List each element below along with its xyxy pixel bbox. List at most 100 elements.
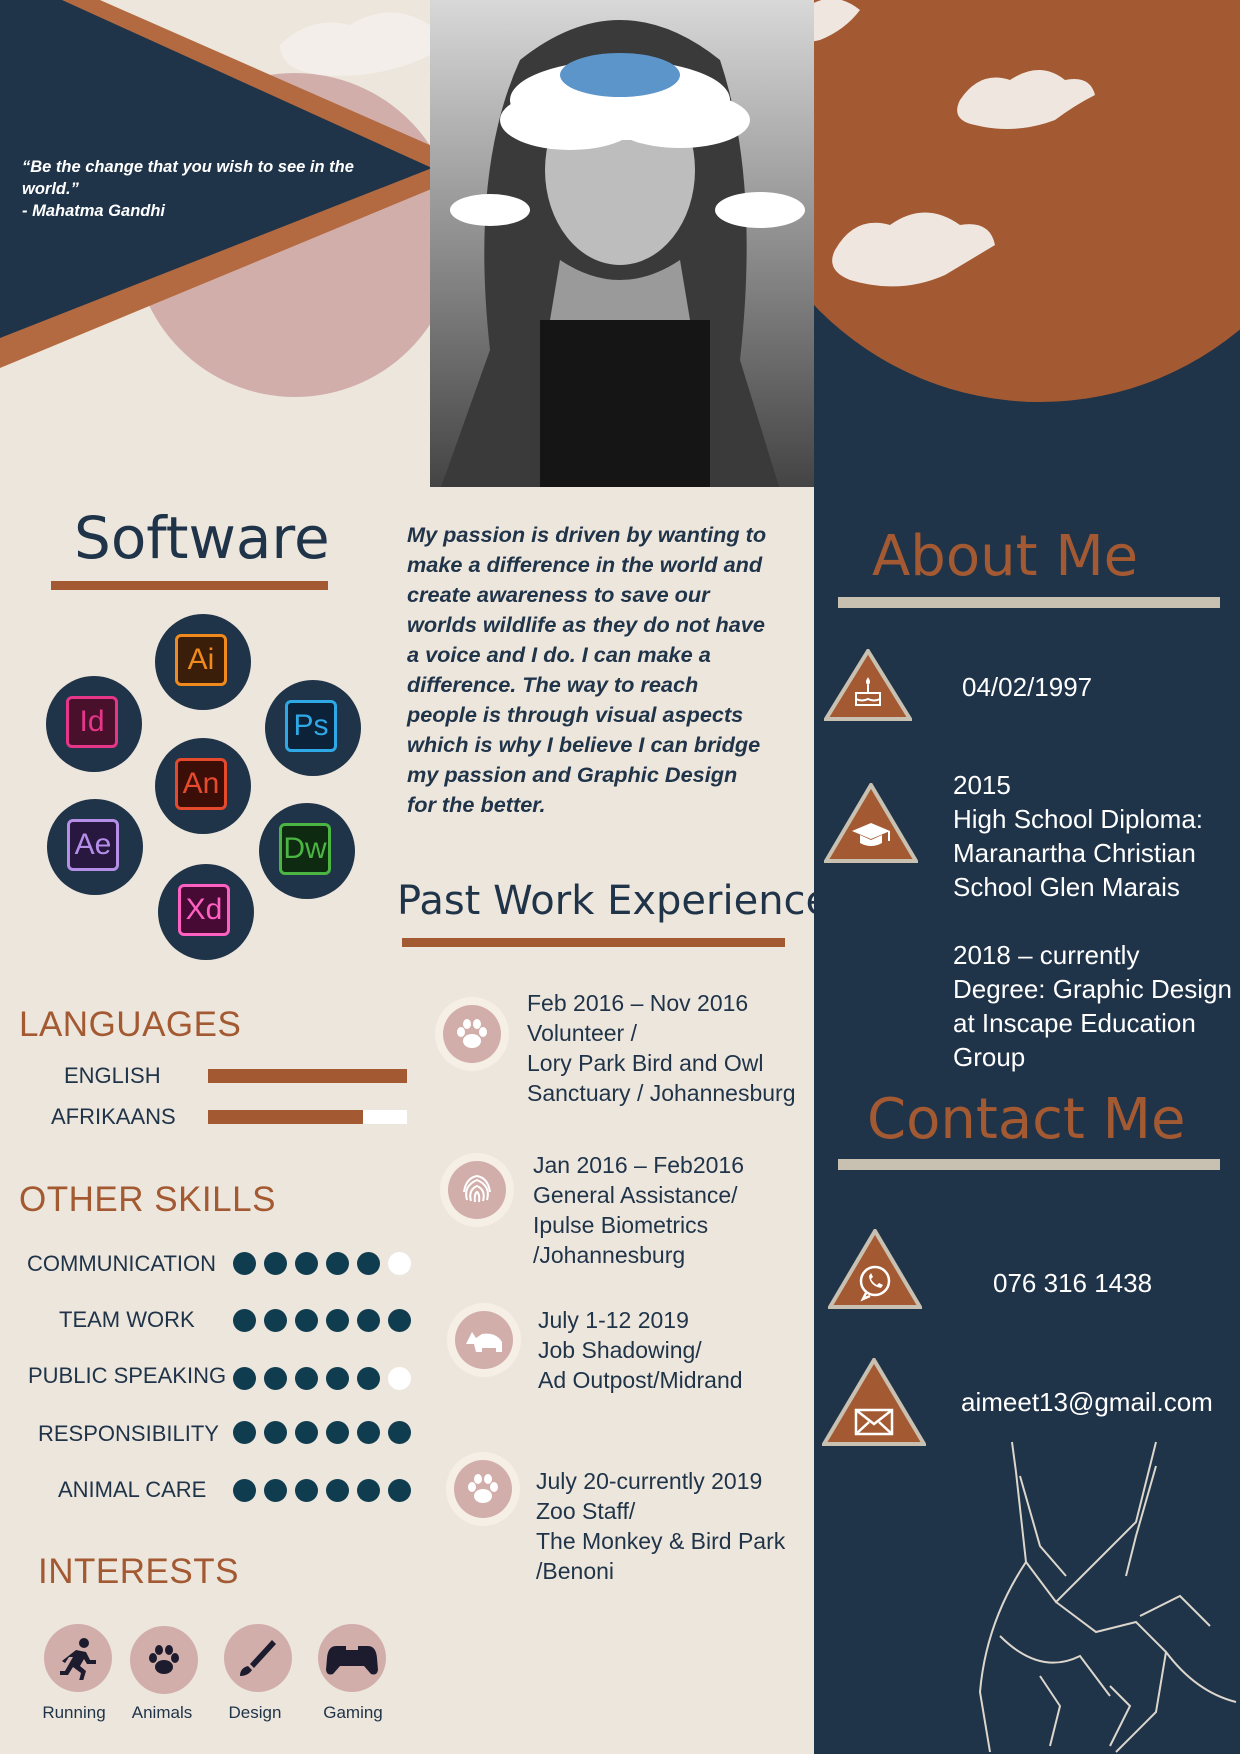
interest-badge — [224, 1624, 292, 1692]
graduation-cap-icon — [852, 823, 890, 846]
rating-dot — [326, 1421, 349, 1444]
xd-badge: Xd — [158, 864, 254, 960]
cake-icon — [855, 677, 881, 706]
rating-dot — [233, 1252, 256, 1275]
rating-dot — [233, 1309, 256, 1332]
interest-badge — [318, 1624, 386, 1692]
interest-label: Gaming — [323, 1703, 383, 1722]
education-line: Degree: Graphic Design — [953, 974, 1232, 1004]
after-effects-icon: Ae — [67, 819, 119, 871]
rating-dot — [357, 1479, 380, 1502]
job-line: July 1-12 2019 — [538, 1307, 689, 1333]
rating-dot — [233, 1421, 256, 1444]
education-line: at Inscape Education — [953, 1008, 1196, 1038]
quote-author: - Mahatma Gandhi — [22, 202, 166, 220]
portrait-photo — [430, 0, 814, 487]
passion-line: my passion and Graphic Design — [407, 762, 738, 787]
xd-icon: Xd — [178, 884, 230, 936]
header-graphics — [0, 0, 1240, 402]
language-bar-fill — [208, 1069, 407, 1083]
rating-dot — [326, 1479, 349, 1502]
skill-name: COMMUNICATION — [27, 1251, 217, 1276]
rating-dot — [295, 1252, 318, 1275]
email-badge — [822, 1358, 926, 1446]
rating-dot — [388, 1309, 411, 1332]
interests-title: INTERESTS — [38, 1552, 239, 1591]
rating-dot — [264, 1421, 287, 1444]
skill-name: TEAM WORK — [59, 1307, 195, 1332]
about-title: About Me — [872, 524, 1139, 589]
rating-dot — [326, 1252, 349, 1275]
job-details: Feb 2016 – Nov 2016 Volunteer / Lory Par… — [527, 988, 796, 1108]
passion-line: worlds wildlife as they do not have — [407, 612, 765, 637]
passion-line: My passion is driven by wanting to — [407, 522, 767, 547]
skill-rating — [233, 1309, 411, 1332]
job-line: Ipulse Biometrics — [533, 1212, 709, 1238]
illustrator-badge: Ai — [155, 614, 251, 710]
job-details: July 1-12 2019 Job Shadowing/ Ad Outpost… — [538, 1305, 743, 1395]
rating-dot — [326, 1309, 349, 1332]
language-bar — [208, 1110, 407, 1124]
rhino-icon — [466, 1332, 502, 1352]
fingerprint-icon — [463, 1174, 491, 1203]
passion-paragraph: My passion is driven by wanting to make … — [407, 520, 795, 820]
phone-number[interactable]: 076 316 1438 — [993, 1268, 1153, 1298]
rating-dot — [295, 1367, 318, 1390]
rating-dot — [357, 1421, 380, 1444]
job-details: July 20-currently 2019 Zoo Staff/ The Mo… — [536, 1466, 785, 1586]
job-line: Ad Outpost/Midrand — [538, 1367, 743, 1393]
skill-rating — [233, 1367, 411, 1390]
experience-title: Past Work Experience — [397, 878, 831, 924]
education-line: 2018 – currently — [953, 940, 1140, 970]
rating-dot — [326, 1367, 349, 1390]
dreamweaver-icon: Dw — [279, 823, 331, 875]
rust-circle — [728, 0, 1240, 402]
quote: “Be the change that you wish to see in t… — [22, 156, 392, 222]
rating-dot — [264, 1479, 287, 1502]
rating-dot — [295, 1421, 318, 1444]
photoshop-icon: Ps — [285, 700, 337, 752]
education-1: 2015 High School Diploma: Maranartha Chr… — [953, 768, 1203, 904]
job-line: Zoo Staff/ — [536, 1498, 636, 1524]
job-badge — [440, 1153, 514, 1227]
navy-triangle — [0, 0, 432, 338]
skill-rating — [233, 1479, 411, 1502]
animate-icon: An — [175, 758, 227, 810]
rating-dot — [233, 1367, 256, 1390]
language-bar-fill — [208, 1110, 364, 1124]
job-badge — [435, 997, 509, 1071]
rating-dot — [295, 1309, 318, 1332]
passion-line: create awareness to save our — [407, 582, 710, 607]
education-line: Maranartha Christian — [953, 838, 1196, 868]
skill-rating — [233, 1252, 411, 1275]
quote-line-1: “Be the change that you wish to see in t… — [22, 158, 354, 176]
envelope-icon — [854, 1408, 894, 1436]
job-line: Lory Park Bird and Owl — [527, 1050, 764, 1076]
interest-badge — [44, 1624, 112, 1692]
interest-label: Animals — [131, 1703, 193, 1722]
phone-badge — [828, 1229, 922, 1309]
language-name: ENGLISH — [64, 1063, 161, 1088]
interest-label: Design — [228, 1703, 282, 1722]
email-address[interactable]: aimeet13@gmail.com — [961, 1387, 1213, 1417]
caracal-line-art — [978, 1441, 1237, 1753]
whatsapp-icon — [859, 1265, 891, 1302]
rating-dot — [264, 1367, 287, 1390]
running-icon — [60, 1638, 96, 1680]
rating-dot — [388, 1479, 411, 1502]
animate-badge: An — [155, 738, 251, 834]
paw-icon — [468, 1474, 498, 1503]
education-line: Group — [953, 1042, 1026, 1072]
job-line: The Monkey & Bird Park — [536, 1528, 786, 1554]
rating-dot — [388, 1367, 411, 1390]
education-2: 2018 – currently Degree: Graphic Design … — [953, 938, 1232, 1074]
education-line: 2015 — [953, 770, 1011, 800]
indesign-icon: Id — [66, 696, 118, 748]
contact-rule — [838, 1159, 1220, 1170]
gamepad-icon — [326, 1643, 378, 1675]
software-title: Software — [74, 504, 330, 572]
skill-name: ANIMAL CARE — [58, 1477, 207, 1502]
job-badge — [446, 1452, 520, 1526]
job-line: Job Shadowing/ — [538, 1337, 702, 1363]
job-line: Volunteer / — [527, 1020, 637, 1046]
